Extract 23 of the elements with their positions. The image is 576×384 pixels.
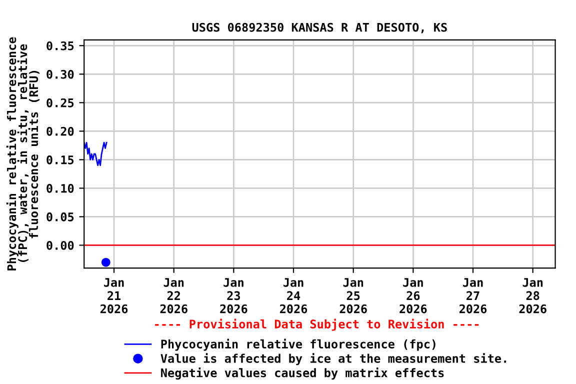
x-tick-label: Jan 25 2026 [340, 278, 367, 314]
chart-title: USGS 06892350 KANSAS R AT DESOTO, KS [192, 22, 447, 34]
text: ---- Provisional Data Subject to Revision ---- [155, 318, 479, 331]
legend-label: Negative values caused by matrix effects [161, 368, 444, 380]
x-tick-label: Jan 22 2026 [160, 278, 188, 314]
x-tick-label: Jan 26 2026 [400, 278, 427, 314]
x-tick-label: Jan 27 2026 [459, 278, 487, 314]
x-tick-label: Jan 28 2026 [519, 278, 546, 314]
x-tick-label: Jan 21 2026 [100, 278, 128, 314]
y-tick-label: 0.35 [46, 41, 74, 50]
x-tick-label: Jan 24 2026 [280, 278, 308, 314]
y-axis-title: Phycocyanin relative fluorescence (fPC), water, in situ, relative fluorescence units (RFU) [6, 37, 40, 270]
line-series [84, 142, 108, 166]
legend-label: Phycocyanin relative fluorescence (fpc) [161, 338, 436, 351]
y-tick-label: 0.15 [46, 155, 74, 164]
y-tick-label: 0.10 [46, 184, 74, 193]
y-tick-label: 0.25 [46, 98, 74, 108]
legend-label: Value is affected by ice at the measurement site. [160, 353, 506, 366]
y-tick-label: 0.05 [46, 212, 74, 222]
x-tick-label: Jan 23 2026 [220, 278, 248, 314]
y-tick-label: 0.20 [46, 126, 74, 136]
y-tick-label: 0.30 [46, 70, 74, 79]
y-tick-label: 0.00 [46, 240, 74, 250]
